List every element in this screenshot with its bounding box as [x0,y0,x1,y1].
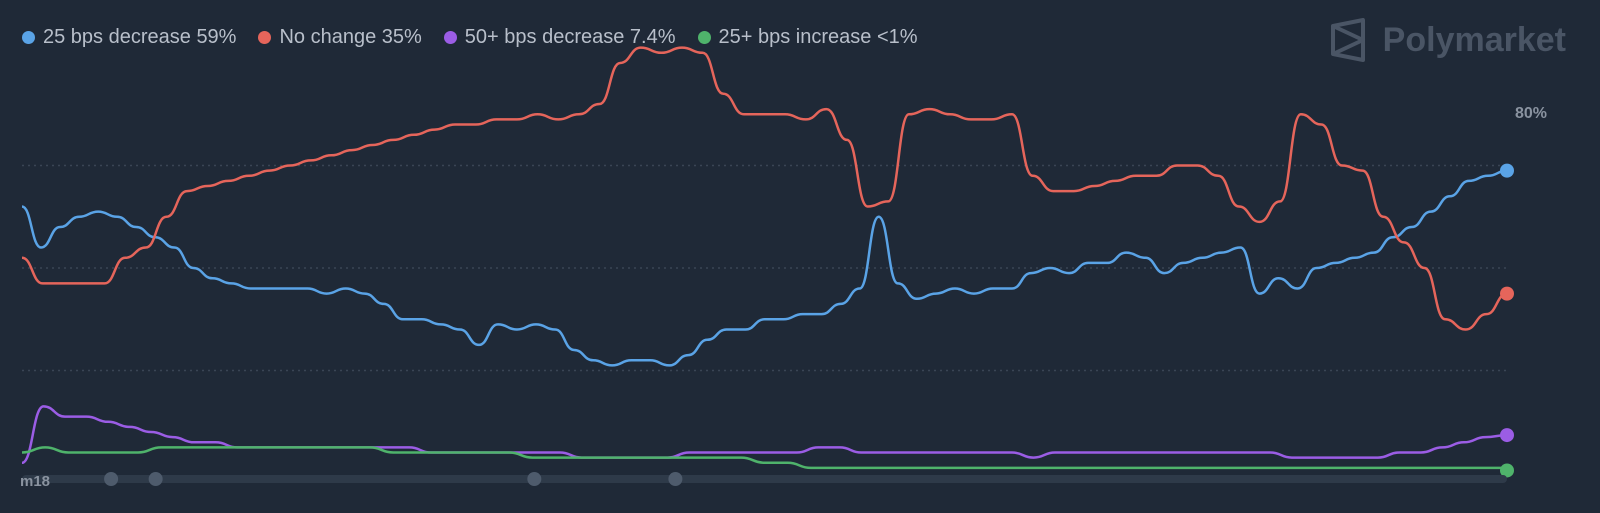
legend-swatch-no-change [258,31,272,44]
x-axis-label: m18 [20,473,50,490]
end-marker-25bps-decrease[interactable] [1500,163,1514,178]
legend-item-no-change[interactable]: No change 35% [258,26,422,49]
y-axis-label: 80% [1515,105,1547,122]
scrubber-track[interactable] [22,475,1507,483]
legend-item-25bps-increase[interactable]: 25+ bps increase <1% [697,26,918,49]
series-line-no-change[interactable] [21,46,1508,331]
legend-swatch-25bps-increase [697,31,711,44]
scrubber-knob-2[interactable] [148,472,163,486]
end-marker-no-change[interactable] [1500,286,1514,301]
legend-item-25bps-decrease[interactable]: 25 bps decrease 59% [22,26,236,49]
legend-item-50bps-decrease[interactable]: 50+ bps decrease 7.4% [443,26,676,49]
series-lines [21,46,1508,470]
series-line-25bps-increase[interactable] [21,446,1507,470]
end-markers [1500,163,1514,478]
legend-label-25bps-increase: 25+ bps increase <1% [718,26,918,48]
grid [22,164,1507,372]
brand-logo: Polymarket [1329,18,1566,62]
time-scrubber[interactable] [22,472,1507,486]
legend-label-50bps-decrease: 50+ bps decrease 7.4% [464,26,676,48]
scrubber-knob-3[interactable] [527,472,542,486]
brand-name: Polymarket [1382,20,1566,59]
end-marker-25bps-increase[interactable] [1500,463,1514,478]
legend: 25 bps decrease 59% No change 35% 50+ bp… [22,26,918,49]
polymarket-logo-icon [1330,18,1365,62]
end-marker-50bps-decrease[interactable] [1500,428,1514,443]
series-line-50bps-decrease[interactable] [21,405,1508,465]
series-line-25bps-decrease[interactable] [21,169,1508,367]
legend-swatch-25bps-decrease [22,31,35,44]
scrubber-knob-4[interactable] [668,472,683,486]
legend-label-no-change: No change 35% [279,26,422,48]
legend-swatch-50bps-decrease [443,31,457,44]
legend-label-25bps-decrease: 25 bps decrease 59% [43,26,237,48]
scrubber-knob-1[interactable] [104,472,119,486]
